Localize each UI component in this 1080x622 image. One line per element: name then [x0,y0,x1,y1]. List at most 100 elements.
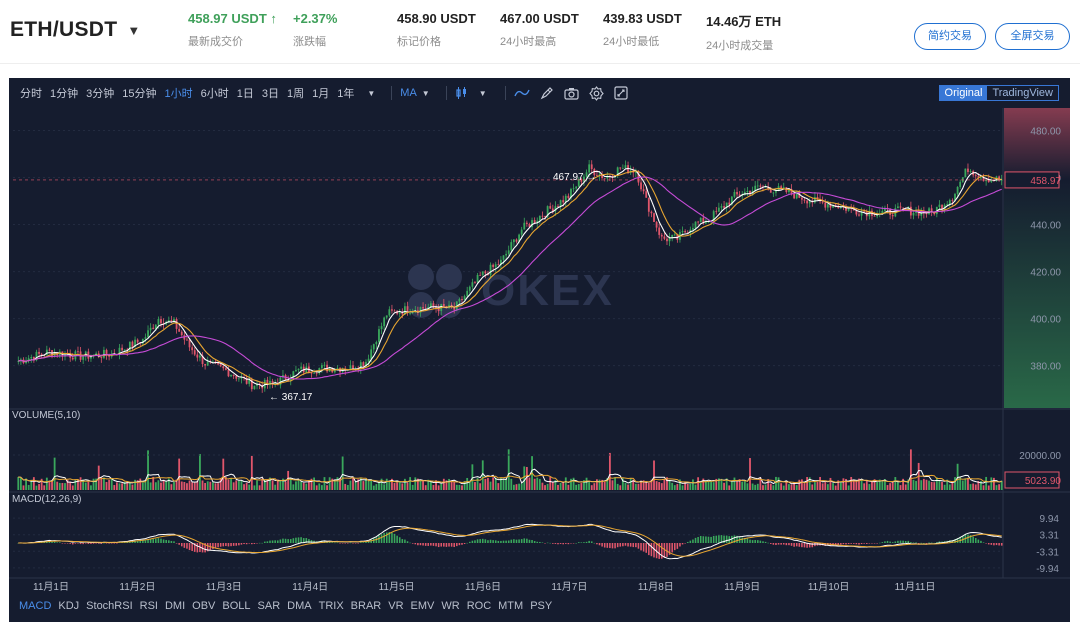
candle-body [590,164,593,170]
timeframe-1小时[interactable]: 1小时 [164,88,193,100]
volume-bar [650,479,653,490]
indicator-tab-brar[interactable]: BRAR [350,600,382,612]
macd-histogram-bar [710,536,712,543]
candle-body [494,264,497,267]
volume-bar [871,480,873,490]
volume-bar [738,479,741,490]
candle-body [863,211,866,213]
timeframe-1分钟[interactable]: 1分钟 [50,88,79,100]
volume-bar [977,480,980,490]
view-tradingview-button[interactable]: TradingView [992,87,1053,99]
volume-bar [647,482,650,490]
macd-histogram-bar [907,540,910,543]
volume-bar [269,477,271,490]
candle-body [795,191,798,199]
candle-type-icon[interactable] [455,86,469,100]
volume-bar [178,458,181,490]
volume-bar [834,485,837,490]
volume-bar [435,480,437,490]
volume-bar [694,484,697,490]
indicator-tab-dma[interactable]: DMA [287,600,312,612]
timeframe-分时[interactable]: 分时 [20,88,42,100]
timeframe-3日[interactable]: 3日 [261,88,279,100]
timeframe-1周[interactable]: 1周 [287,88,305,100]
macd-histogram-bar [546,542,549,544]
indicator-tab-trix[interactable]: TRIX [318,600,344,612]
candle-body [899,206,902,208]
volume-pane-title: VOLUME(5,10) [12,410,80,421]
line-tool-icon[interactable] [513,87,530,99]
timeframe-1年[interactable]: 1年 [337,88,355,100]
indicator-tab-stochrsi[interactable]: StochRSI [86,600,133,612]
macd-histogram-bar [853,543,855,544]
volume-bar [466,477,469,490]
timeframe-list: 分时 1分钟 3分钟 15分钟 1小时 6小时 1日 3日 1周 1月 1年 [20,85,362,101]
price-tick-label: 440.00 [1030,221,1061,232]
timeframe-15分钟[interactable]: 15分钟 [122,88,157,100]
pair-selector[interactable]: ETH/USDT ▼ [10,18,141,42]
indicator-tab-rsi[interactable]: RSI [139,600,158,612]
indicator-tab-obv[interactable]: OBV [192,600,216,612]
macd-histogram-bar [61,543,64,544]
macd-histogram-bar [837,543,840,546]
macd-histogram-bar [977,539,980,543]
settings-gear-icon[interactable] [588,85,604,101]
timeframe-more-dropdown[interactable]: ▼ [367,89,376,98]
timeframe-3分钟[interactable]: 3分钟 [86,88,115,100]
indicator-tab-sar[interactable]: SAR [257,600,281,612]
indicator-tab-dmi[interactable]: DMI [164,600,186,612]
indicator-tab-macd[interactable]: MACD [19,600,52,612]
indicator-tab-emv[interactable]: EMV [410,600,435,612]
macd-histogram-bar [987,543,990,545]
timeframe-1月[interactable]: 1月 [312,88,330,100]
indicator-tab-psy[interactable]: PSY [530,600,553,612]
fullscreen-trade-button[interactable]: 全屏交易 [995,23,1070,50]
indicator-tab-vr[interactable]: VR [388,600,404,612]
fullscreen-icon[interactable] [614,86,628,100]
candle-type-dropdown-icon[interactable]: ▼ [478,88,487,98]
candle-body [723,206,725,208]
macd-histogram-bar [515,539,518,543]
volume-bar [108,479,111,490]
stat-label: 最新成交价 [188,36,243,48]
candle-body [876,214,879,217]
date-axis-label: 11月1日 [33,581,69,593]
indicator-tab-mtm[interactable]: MTM [498,600,524,612]
candle-body [157,319,160,325]
volume-bar [572,477,575,490]
candle-body [956,186,959,194]
draw-pen-icon[interactable] [540,86,554,100]
candle-body [806,200,809,204]
timeframe-1日[interactable]: 1日 [236,88,254,100]
indicator-tab-kdj[interactable]: KDJ [58,600,80,612]
chart-toolbar: 分时 1分钟 3分钟 15分钟 1小时 6小时 1日 3日 1周 1月 1年 ▼ MA ▼ ▼ [9,78,1070,108]
macd-histogram-bar [199,543,201,552]
candle-body [315,372,318,374]
indicator-tab-boll[interactable]: BOLL [222,600,251,612]
candle-body [982,177,985,182]
kline-chart[interactable]: OKEX 480.00460.00440.00420.00400.00380.0… [9,108,1070,622]
macd-histogram-bar [974,538,977,543]
simple-trade-button[interactable]: 简约交易 [914,23,986,50]
indicator-tab-roc[interactable]: ROC [466,600,492,612]
view-original-button[interactable]: Original [939,86,988,100]
macd-histogram-bar [453,543,455,548]
volume-bar [629,478,632,490]
indicator-tab-wr[interactable]: WR [441,600,460,612]
candle-body [733,191,736,197]
timeframe-6小时[interactable]: 6小时 [200,88,229,100]
ma-indicator-dropdown[interactable]: MA ▼ [400,87,430,99]
candle-body [38,351,40,354]
candle-body [881,210,884,214]
candle-body [813,197,816,203]
candle-body [948,200,951,204]
candle-body [468,286,471,291]
camera-icon[interactable] [564,87,579,100]
macd-histogram-bar [619,543,622,547]
macd-histogram-bar [469,541,471,543]
macd-histogram-bar [904,540,907,543]
volume-bar [899,485,902,490]
macd-histogram-bar [762,541,764,543]
candle-body [902,207,905,209]
candles [17,159,1003,393]
